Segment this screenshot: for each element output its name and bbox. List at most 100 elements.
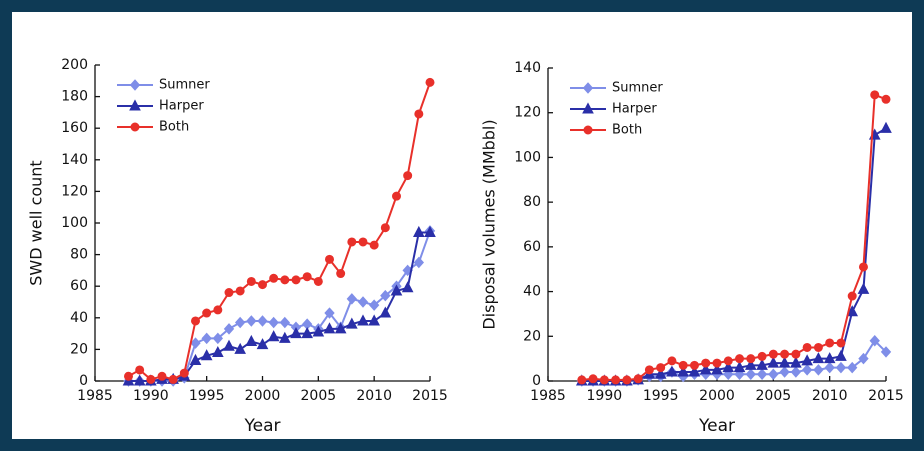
marker — [735, 354, 745, 364]
x-tick-label: 1995 — [643, 388, 679, 404]
marker — [212, 332, 224, 345]
marker — [880, 346, 892, 358]
marker — [200, 349, 213, 361]
y-tick-label: 40 — [70, 310, 88, 326]
marker — [611, 375, 621, 385]
x-tick-label: 1985 — [77, 388, 113, 404]
marker — [168, 374, 178, 384]
marker — [801, 364, 813, 376]
legend-marker — [582, 102, 594, 114]
marker — [223, 323, 235, 335]
marker — [744, 358, 757, 370]
y-tick-label: 140 — [514, 60, 541, 76]
x-tick-label: 1985 — [530, 388, 566, 404]
marker — [722, 361, 735, 373]
marker — [699, 363, 712, 375]
x-tick-label: 2005 — [756, 388, 792, 404]
marker — [235, 286, 245, 296]
y-tick-label: 120 — [514, 105, 541, 121]
marker — [268, 316, 279, 329]
marker — [413, 225, 425, 237]
marker — [246, 315, 257, 327]
series-line — [128, 82, 431, 381]
marker — [390, 284, 403, 296]
marker — [190, 337, 201, 349]
marker — [633, 374, 643, 384]
marker — [688, 365, 701, 377]
marker — [347, 237, 357, 247]
marker — [825, 338, 835, 348]
marker — [312, 325, 325, 337]
marker — [334, 322, 347, 334]
marker — [191, 316, 200, 326]
x-axis-label: Year — [698, 416, 735, 436]
y-axis-label: Disposal volumes (MMbbl) — [480, 119, 499, 329]
marker — [767, 356, 780, 368]
series-line — [128, 231, 430, 382]
marker — [323, 322, 336, 334]
marker — [301, 327, 313, 339]
marker — [246, 276, 256, 286]
marker — [368, 314, 380, 326]
series-line — [581, 93, 887, 381]
x-tick-label: 2010 — [812, 388, 848, 404]
y-tick-label: 160 — [61, 120, 88, 136]
marker — [234, 342, 246, 354]
x-tick-label: 2000 — [699, 388, 735, 404]
marker — [836, 338, 846, 348]
marker — [756, 368, 768, 381]
marker — [790, 366, 802, 378]
x-tick-label: 2000 — [245, 388, 281, 404]
y-tick-label: 140 — [61, 152, 88, 168]
y-tick-label: 80 — [523, 194, 541, 210]
marker — [201, 332, 212, 345]
marker — [801, 354, 813, 366]
marker — [654, 367, 667, 379]
marker — [425, 77, 435, 87]
marker — [380, 223, 390, 233]
marker — [223, 339, 235, 351]
y-tick-label: 0 — [532, 373, 541, 389]
legend-marker — [583, 125, 593, 135]
marker — [279, 316, 291, 329]
marker — [369, 240, 379, 250]
marker — [858, 352, 869, 365]
marker — [678, 360, 688, 370]
legend-marker — [129, 99, 141, 111]
series-line — [128, 230, 431, 382]
marker — [847, 291, 857, 301]
marker — [847, 361, 858, 374]
marker — [179, 368, 189, 378]
marker — [357, 296, 369, 308]
marker — [302, 272, 312, 282]
marker — [146, 374, 156, 384]
marker — [656, 363, 666, 373]
x-tick-label: 1995 — [189, 388, 225, 404]
marker — [780, 349, 790, 359]
marker — [644, 365, 654, 375]
marker — [280, 275, 290, 285]
marker — [813, 342, 823, 352]
marker — [346, 317, 358, 329]
marker — [677, 365, 690, 377]
legend-label: Sumner — [159, 78, 210, 93]
marker — [812, 352, 825, 364]
x-axis-label: Year — [244, 416, 281, 436]
marker — [622, 375, 632, 385]
y-tick-label: 20 — [70, 341, 88, 357]
marker — [791, 349, 801, 359]
y-tick-label: 100 — [514, 149, 541, 165]
marker — [666, 365, 678, 377]
marker — [779, 366, 790, 378]
y-tick-label: 60 — [523, 239, 541, 255]
marker — [189, 353, 202, 365]
marker — [712, 358, 722, 368]
marker — [823, 352, 836, 364]
marker — [701, 358, 711, 368]
legend-label: Sumner — [612, 81, 663, 96]
marker — [324, 307, 335, 319]
marker — [824, 361, 835, 374]
marker — [733, 361, 746, 373]
marker — [379, 306, 392, 318]
